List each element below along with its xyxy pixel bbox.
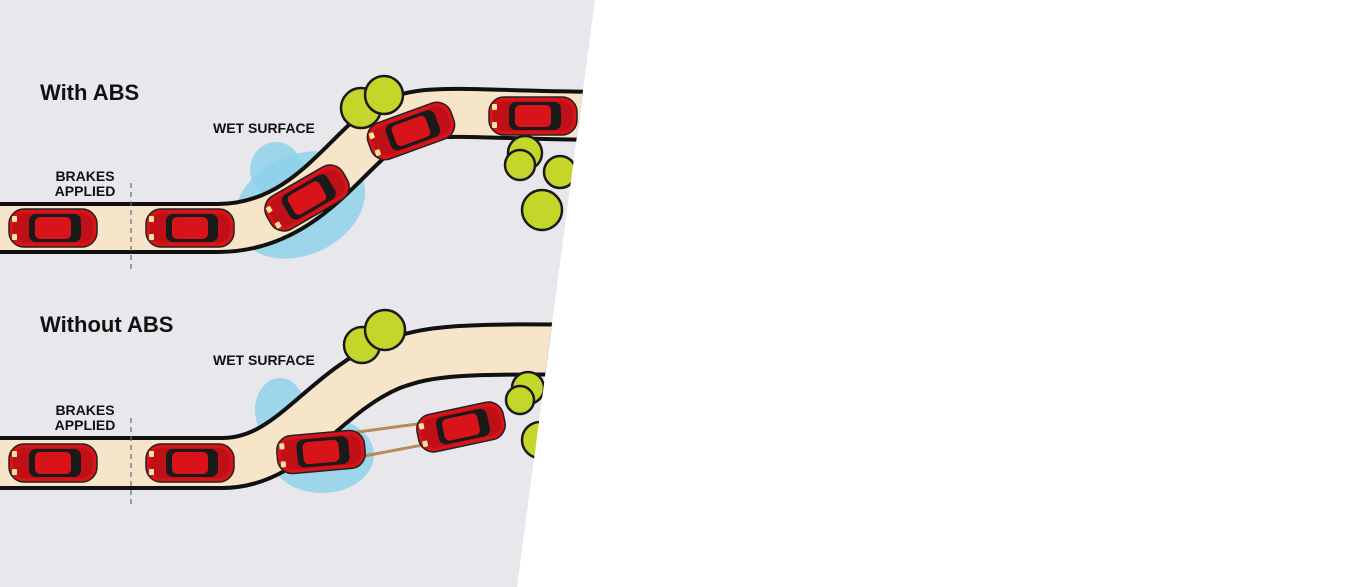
road bbox=[0, 326, 595, 486]
with-abs-scene: With ABS WET SURFACE BRAKES APPLIED bbox=[0, 74, 595, 270]
brakes-label-line1: BRAKES bbox=[55, 402, 114, 418]
wet-surface-label: WET SURFACE bbox=[213, 120, 315, 136]
tree bbox=[342, 308, 407, 365]
car bbox=[145, 208, 235, 248]
brakes-label-line2: APPLIED bbox=[55, 417, 116, 433]
tree bbox=[542, 154, 578, 190]
tree bbox=[503, 134, 544, 182]
tree bbox=[504, 370, 546, 416]
tree bbox=[520, 420, 560, 460]
section-title: With ABS bbox=[40, 80, 139, 105]
car bbox=[8, 208, 98, 248]
tree bbox=[339, 74, 405, 130]
without-abs-scene: Without ABS WET SURFACE BRAKES APPLIED bbox=[0, 308, 595, 505]
section-title: Without ABS bbox=[40, 312, 173, 337]
tree bbox=[520, 188, 564, 232]
car bbox=[488, 96, 578, 136]
wet-surface-label: WET SURFACE bbox=[213, 352, 315, 368]
brakes-label-line1: BRAKES bbox=[55, 168, 114, 184]
car bbox=[274, 428, 368, 476]
brakes-label-line2: APPLIED bbox=[55, 183, 116, 199]
car bbox=[8, 443, 98, 483]
car bbox=[145, 443, 235, 483]
